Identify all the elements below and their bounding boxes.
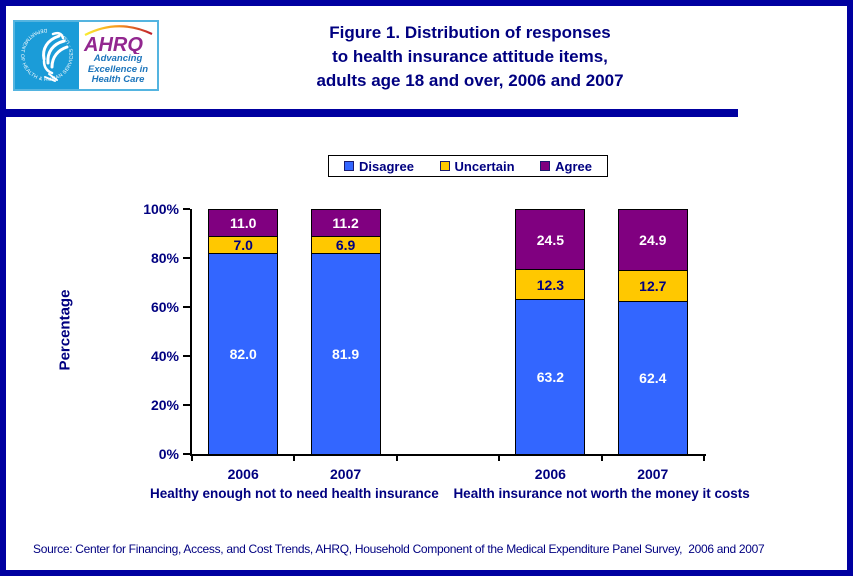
header-divider	[6, 109, 738, 117]
legend-swatch-icon	[439, 161, 450, 171]
ahrq-wordmark-block: AHRQ Advancing Excellence in Health Care	[79, 22, 157, 89]
x-tick	[191, 456, 193, 461]
legend-label: Uncertain	[454, 158, 515, 174]
bar-segment-uncertain: 12.3	[515, 269, 586, 301]
bar-value-label: 82.0	[229, 346, 257, 363]
y-axis-title: Percentage	[56, 289, 74, 371]
legend-item-uncertain: Uncertain	[439, 158, 515, 174]
y-tick-label: 80%	[150, 250, 179, 266]
bar-segment-disagree: 82.0	[208, 253, 279, 455]
legend-swatch-icon	[540, 161, 551, 171]
bar-segment-uncertain: 12.7	[617, 270, 688, 303]
figure-title-line-2: to health insurance attitude items,	[332, 47, 608, 66]
x-tick	[703, 456, 705, 461]
tagline-line-3: Health Care	[91, 74, 145, 85]
bar-value-label: 7.0	[233, 237, 253, 253]
hhs-eagle-icon: DEPARTMENT OF HEALTH & HUMAN SERVICES - …	[15, 22, 79, 89]
figure-title-line-3: adults age 18 and over, 2006 and 2007	[316, 71, 624, 90]
legend: Disagree Uncertain Agree	[328, 155, 608, 177]
ahrq-tagline: Advancing Excellence in Health Care	[87, 53, 149, 86]
y-tick-label: 20%	[150, 397, 179, 413]
bar-segment-agree: 24.9	[617, 209, 688, 271]
x-axis-line	[190, 454, 706, 456]
legend-item-disagree: Disagree	[344, 159, 414, 174]
x-category-label: 2006	[534, 466, 566, 482]
y-tick	[183, 208, 190, 210]
bar-segment-disagree: 62.4	[617, 301, 688, 455]
bar-segment-agree: 11.2	[310, 209, 381, 238]
bar-segment-disagree: 63.2	[515, 299, 586, 455]
figure-title: Figure 1. Distribution of responses to h…	[90, 21, 847, 93]
x-tick	[498, 456, 501, 461]
bar-value-label: 12.7	[639, 278, 667, 295]
legend-item-agree: Agree	[540, 159, 592, 174]
bar-value-label: 24.9	[639, 232, 667, 248]
y-tick	[183, 453, 190, 455]
y-tick-label: 40%	[150, 348, 179, 364]
y-tick-label: 0%	[158, 446, 179, 462]
x-group-label: Health insurance not worth the money it …	[453, 486, 750, 501]
bar-value-label: 11.2	[332, 215, 359, 232]
ahrq-acronym: AHRQ	[83, 34, 143, 54]
legend-label: Agree	[555, 158, 592, 174]
x-category-label: 2007	[330, 466, 362, 482]
x-group-label: Healthy enough not to need health insura…	[150, 486, 439, 501]
bar-value-label: 11.0	[229, 214, 257, 231]
bar-segment-uncertain: 6.9	[310, 236, 381, 255]
figure-title-line-1: Figure 1. Distribution of responses	[329, 23, 611, 42]
y-tick	[183, 306, 190, 308]
ahrq-logo: DEPARTMENT OF HEALTH & HUMAN SERVICES - …	[13, 20, 159, 91]
bar-value-label: 6.9	[335, 237, 356, 254]
bar-value-label: 24.5	[536, 231, 565, 248]
bar-value-label: 63.2	[536, 369, 565, 386]
y-tick	[183, 355, 190, 357]
x-category-label: 2007	[637, 466, 669, 482]
y-axis-line	[190, 209, 192, 456]
x-category-label: 2006	[227, 466, 259, 482]
y-tick-label: 100%	[143, 201, 179, 217]
legend-label: Disagree	[359, 158, 414, 174]
x-tick	[395, 456, 398, 461]
source-note: Source: Center for Financing, Access, an…	[33, 542, 765, 556]
plot-area: 100% 80% 60% 40% 20% 0% 82.0 7.0 11.0 2006 81.9 6.9…	[143, 201, 750, 501]
bar-segment-agree: 11.0	[208, 209, 279, 237]
bar-segment-uncertain: 7.0	[208, 235, 279, 255]
ahrq-wordmark-icon: AHRQ	[83, 25, 153, 54]
y-tick	[183, 404, 190, 406]
bar-segment-disagree: 81.9	[310, 253, 381, 455]
tagline-line-1: Advancing	[93, 53, 143, 64]
x-tick	[293, 456, 296, 461]
y-tick	[183, 257, 190, 259]
tagline-line-2: Excellence in	[87, 63, 149, 75]
bar-value-label: 62.4	[639, 370, 667, 387]
bar-segment-agree: 24.5	[515, 209, 586, 271]
bar-value-label: 12.3	[536, 276, 565, 293]
x-tick	[600, 456, 603, 461]
legend-swatch-icon	[344, 161, 354, 171]
y-tick-label: 60%	[150, 299, 179, 315]
hhs-seal: DEPARTMENT OF HEALTH & HUMAN SERVICES - …	[15, 22, 79, 89]
bar-value-label: 81.9	[331, 346, 360, 363]
